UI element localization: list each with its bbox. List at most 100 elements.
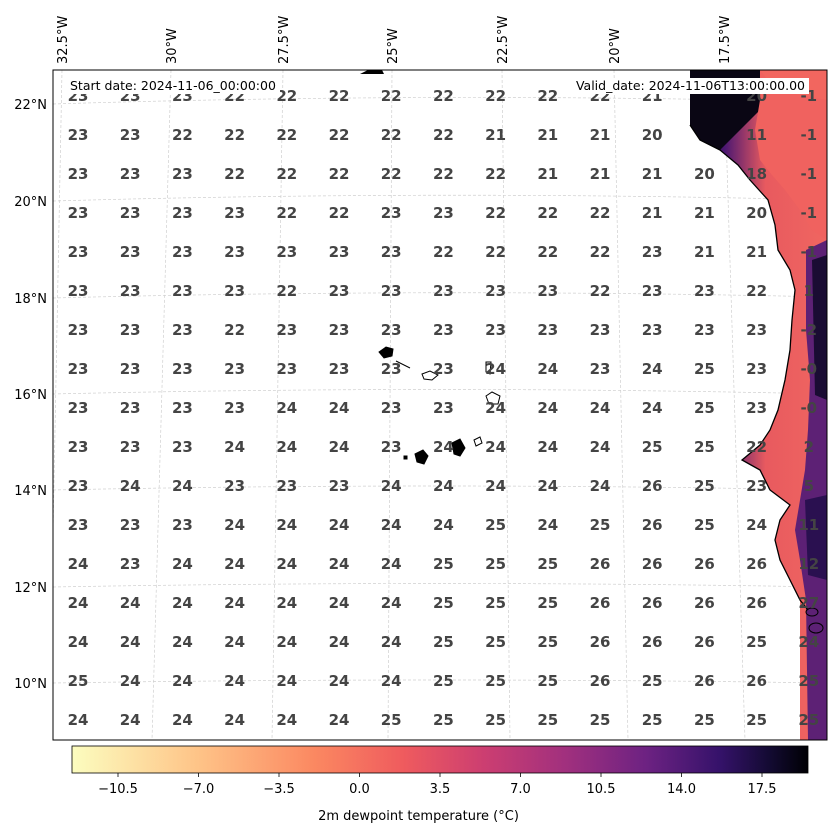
grid-value: 26 [642,594,663,612]
grid-value: 23 [381,243,402,261]
grid-value: 22 [329,87,350,105]
grid-value: 24 [224,633,245,651]
grid-value: 24 [537,477,558,495]
grid-value: 26 [590,555,611,573]
grid-value: 25 [537,672,558,690]
grid-value: 11 [746,126,767,144]
grid-value: 23 [120,438,141,456]
grid-value: 25 [537,633,558,651]
grid-value: 24 [485,360,506,378]
grid-value: 22 [537,204,558,222]
grid-value: -0 [800,360,817,378]
grid-value: 23 [120,126,141,144]
grid-value: 24 [224,438,245,456]
grid-value: 23 [68,126,89,144]
grid-value: 23 [433,282,454,300]
grid-value: 24 [120,477,141,495]
grid-value: 24 [537,360,558,378]
grid-value: 23 [224,204,245,222]
grid-value: 24 [746,516,767,534]
colorbar-tick-label: −7.0 [183,782,215,797]
grid-value: 23 [276,477,297,495]
grid-value: 26 [642,477,663,495]
lon-label: 25°W [386,28,401,64]
grid-value: 24 [120,711,141,729]
grid-value: 23 [120,282,141,300]
grid-value: 23 [68,516,89,534]
grid-value: 22 [276,126,297,144]
grid-value: 20 [746,204,767,222]
grid-value: 22 [329,126,350,144]
grid-value: 23 [120,321,141,339]
grid-value: 23 [485,282,506,300]
grid-value: 23 [485,321,506,339]
colorbar-tick-label: 10.5 [587,782,616,797]
grid-value: 22 [590,204,611,222]
grid-value: 25 [642,711,663,729]
grid-value: 25 [694,711,715,729]
grid-value: 24 [276,438,297,456]
grid-value: 22 [329,204,350,222]
grid-value: 23 [433,321,454,339]
grid-value: -1 [800,165,817,183]
grid-values-layer: 23 23 23 22 22 22 22 22 22 22 22 21 20 -1 23 23 22 22 22 22… [68,87,820,729]
grid-value: 23 [120,360,141,378]
grid-value: 23 [120,204,141,222]
grid-value: 22 [329,165,350,183]
grid-value: 11 [798,516,819,534]
grid-value: 23 [537,282,558,300]
grid-value: 23 [381,321,402,339]
grid-value: 24 [329,672,350,690]
grid-value: 25 [68,672,89,690]
grid-value: 26 [642,633,663,651]
grid-value: 21 [694,204,715,222]
grid-value: 24 [172,711,193,729]
grid-value: 24 [172,633,193,651]
grid-value: 24 [68,711,89,729]
lon-label: 32.5°W [56,16,71,64]
grid-value: 1 [804,282,814,300]
grid-value: 24 [172,672,193,690]
grid-value: 23 [694,321,715,339]
grid-value: -2 [800,321,817,339]
grid-value: 24 [68,594,89,612]
lat-label: 10°N [14,677,47,692]
start-date-label: Start date: 2024-11-06_00:00:00 [66,78,280,94]
grid-value: 23 [433,360,454,378]
grid-value: 25 [798,672,819,690]
grid-value: 21 [590,165,611,183]
grid-value: 23 [68,360,89,378]
grid-value: 22 [746,282,767,300]
grid-value: 26 [746,555,767,573]
grid-value: 24 [537,399,558,417]
valid-date-label: Valid_date: 2024-11-06T13:00:00.00 [571,78,809,94]
grid-value: 26 [746,594,767,612]
grid-value: 23 [120,243,141,261]
grid-value: 23 [68,165,89,183]
grid-value: 24 [590,399,611,417]
grid-value: 23 [642,282,663,300]
grid-value: 22 [276,204,297,222]
grid-value: 22 [433,126,454,144]
grid-value: 22 [224,321,245,339]
grid-value: 24 [120,672,141,690]
grid-value: 24 [381,672,402,690]
grid-value: 23 [172,399,193,417]
grid-value: 24 [276,555,297,573]
grid-value: 24 [276,399,297,417]
grid-value: 24 [329,633,350,651]
grid-value: 21 [642,165,663,183]
grid-value: 23 [329,321,350,339]
grid-value: 22 [276,87,297,105]
grid-value: 23 [537,321,558,339]
grid-value: 22 [224,165,245,183]
grid-value: 24 [381,516,402,534]
grid-value: 23 [329,477,350,495]
grid-value: 25 [694,438,715,456]
colorbar-tick-label: −10.5 [98,782,138,797]
grid-value: 20 [694,165,715,183]
grid-value: 23 [120,555,141,573]
grid-value: 25 [798,711,819,729]
grid-value: 25 [694,477,715,495]
grid-value: 21 [537,126,558,144]
